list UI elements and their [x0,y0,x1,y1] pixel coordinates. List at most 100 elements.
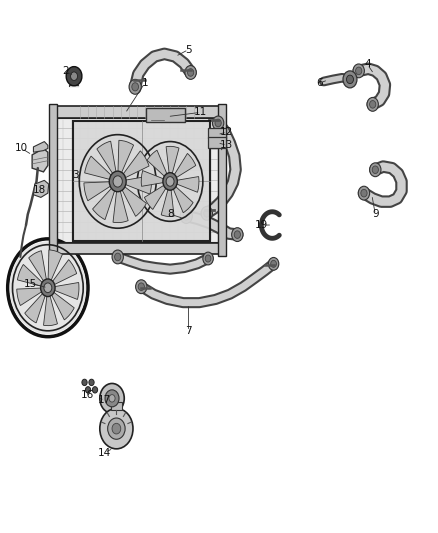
Wedge shape [48,282,79,300]
Circle shape [132,83,138,91]
Wedge shape [141,171,170,187]
FancyBboxPatch shape [208,138,226,148]
Text: 17: 17 [98,395,111,406]
Circle shape [234,231,240,238]
Wedge shape [48,250,63,288]
Circle shape [180,208,192,223]
Circle shape [346,75,353,84]
Text: 14: 14 [98,448,111,457]
Wedge shape [161,181,174,216]
Wedge shape [145,181,170,209]
Text: 11: 11 [194,107,207,117]
Circle shape [201,206,212,220]
FancyBboxPatch shape [73,122,210,241]
Circle shape [372,166,378,174]
Text: 8: 8 [168,209,174,220]
Wedge shape [118,140,134,181]
Circle shape [358,186,370,200]
Circle shape [112,423,121,434]
Polygon shape [32,149,48,172]
Circle shape [203,252,213,265]
Circle shape [85,386,91,393]
Circle shape [183,212,190,220]
Circle shape [353,64,364,78]
Circle shape [71,72,78,80]
FancyBboxPatch shape [55,243,219,254]
Circle shape [108,418,125,439]
Wedge shape [29,251,48,288]
Circle shape [129,79,141,94]
Wedge shape [43,288,57,326]
Circle shape [100,383,124,413]
Circle shape [187,69,194,76]
FancyBboxPatch shape [55,118,219,243]
Wedge shape [170,154,196,181]
Wedge shape [166,147,179,181]
Text: 5: 5 [185,45,192,54]
Polygon shape [33,142,48,152]
Circle shape [271,260,276,268]
Circle shape [370,163,381,176]
Text: 3: 3 [72,170,79,180]
Polygon shape [33,180,49,197]
FancyBboxPatch shape [218,104,226,256]
Text: 18: 18 [32,185,46,196]
Circle shape [41,279,55,296]
Wedge shape [18,264,48,288]
Text: 13: 13 [220,140,233,150]
FancyBboxPatch shape [49,104,57,256]
Wedge shape [147,150,170,181]
Circle shape [109,171,126,192]
Wedge shape [25,288,48,323]
Wedge shape [17,288,48,305]
Text: 19: 19 [255,220,268,230]
Text: 4: 4 [364,60,371,69]
Text: 12: 12 [220,127,233,137]
Wedge shape [48,288,74,320]
Circle shape [10,241,86,334]
Wedge shape [118,181,146,216]
Wedge shape [66,67,82,86]
Wedge shape [170,181,193,213]
Wedge shape [118,151,149,181]
Circle shape [138,283,145,290]
Circle shape [82,379,87,385]
Wedge shape [170,176,199,192]
FancyBboxPatch shape [111,401,122,410]
Circle shape [44,283,52,293]
Circle shape [166,176,174,186]
Text: 15: 15 [24,279,37,288]
Wedge shape [92,181,118,220]
Text: 7: 7 [185,326,192,336]
FancyBboxPatch shape [60,124,224,249]
Circle shape [212,116,224,130]
Wedge shape [118,176,152,194]
Circle shape [361,189,367,197]
Circle shape [370,101,376,108]
Text: 9: 9 [372,209,378,220]
Text: 6: 6 [316,78,323,88]
Text: 2: 2 [62,66,69,76]
FancyBboxPatch shape [208,128,226,139]
Circle shape [204,209,210,217]
FancyBboxPatch shape [146,108,185,122]
Wedge shape [85,156,118,181]
Wedge shape [84,181,118,201]
Circle shape [113,176,122,187]
Circle shape [215,119,221,127]
Wedge shape [113,181,128,223]
Circle shape [100,408,133,449]
Circle shape [343,71,357,88]
Circle shape [163,173,177,190]
Text: 16: 16 [81,390,94,400]
Wedge shape [97,141,118,181]
Circle shape [356,67,362,75]
Text: 1: 1 [141,78,148,88]
Circle shape [268,257,279,270]
FancyBboxPatch shape [55,106,219,118]
Circle shape [185,66,196,79]
Circle shape [112,250,124,264]
Text: 10: 10 [15,143,28,154]
Wedge shape [48,260,77,288]
Circle shape [232,228,243,241]
